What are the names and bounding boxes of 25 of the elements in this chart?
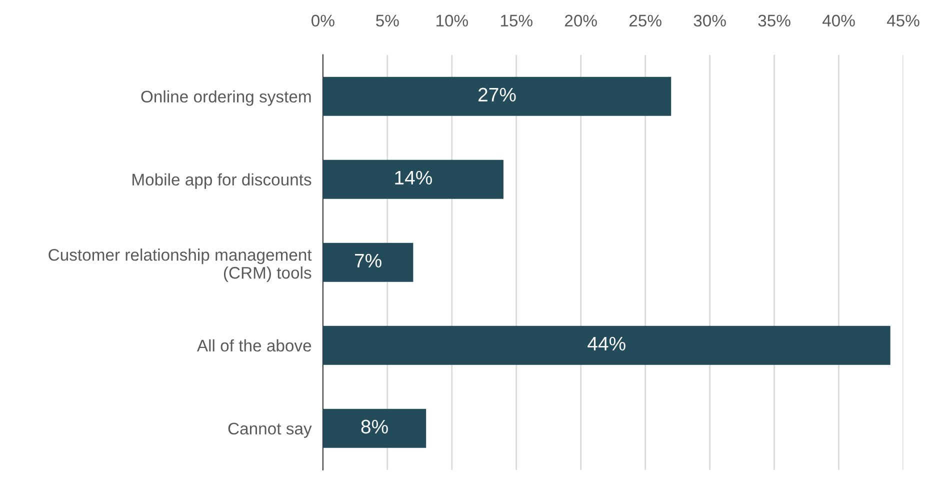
x-tick-label: 40% xyxy=(822,14,855,27)
bar xyxy=(322,76,672,116)
x-tick-label: 35% xyxy=(758,14,790,27)
bar xyxy=(322,242,414,282)
bar xyxy=(322,408,426,448)
y-tick-label: Cannot say xyxy=(228,422,312,438)
x-tick-label: 30% xyxy=(694,14,726,27)
x-tick-label: 5% xyxy=(376,14,399,27)
bar xyxy=(322,160,504,199)
data-label: 14% xyxy=(395,170,432,184)
x-tick-label: 15% xyxy=(500,14,532,27)
y-tick-label: Mobile app for discounts xyxy=(132,173,312,189)
data-label: 27% xyxy=(478,88,516,102)
y-tick-label: Customer relationship management (CRM) tools xyxy=(48,248,312,282)
data-label: 7% xyxy=(355,254,382,268)
data-label: 44% xyxy=(588,336,626,350)
x-tick-label: 10% xyxy=(436,14,468,27)
y-tick-label: Online ordering system xyxy=(141,90,311,106)
bar xyxy=(322,326,890,365)
data-label: 8% xyxy=(361,420,388,434)
x-tick-label: 0% xyxy=(312,14,334,27)
x-tick-label: 45% xyxy=(886,14,920,27)
y-tick-label: All of the above xyxy=(196,339,312,352)
x-tick-label: 25% xyxy=(629,14,662,27)
x-tick-label: 20% xyxy=(565,14,597,27)
